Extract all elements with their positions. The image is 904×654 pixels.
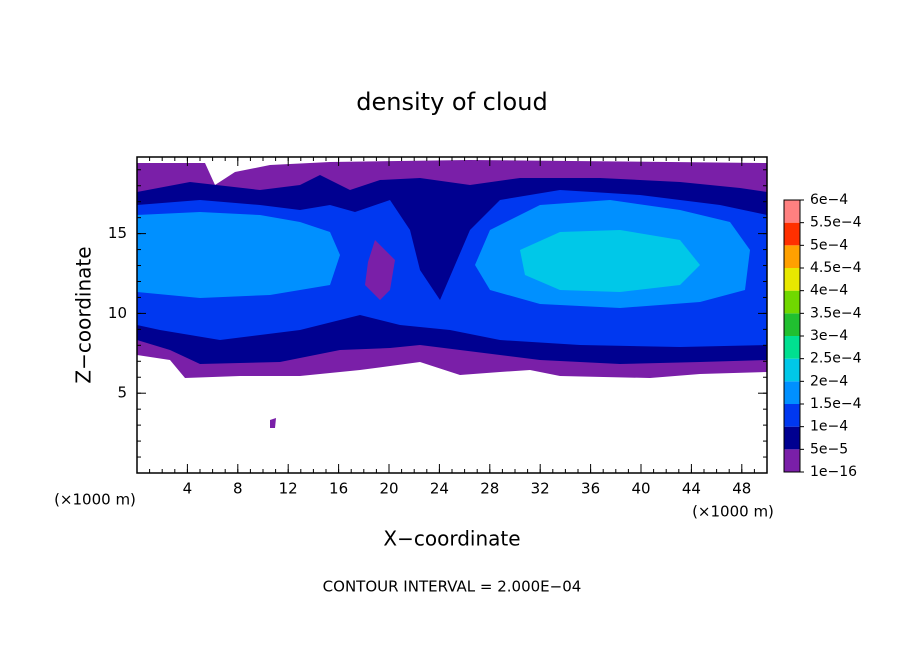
colorbar-label: 5e−4 [810, 237, 848, 253]
colorbar-band [784, 290, 800, 314]
contour-region [137, 212, 340, 298]
x-tick-label: 40 [631, 480, 650, 498]
colorbar-band [784, 200, 800, 223]
colorbar-label: 1e−4 [810, 419, 848, 435]
x-tick-label: 8 [233, 480, 243, 498]
y-tick-label: 15 [108, 224, 127, 242]
x-unit: (×1000 m) [692, 503, 774, 521]
colorbar-band [784, 426, 800, 450]
colorbar-label: 5.5e−4 [810, 215, 862, 231]
colorbar-label: 1e−16 [810, 464, 857, 480]
colorbar-band [784, 449, 800, 472]
colorbar-label: 4e−4 [810, 283, 848, 299]
y-tick-label: 10 [108, 304, 127, 322]
contour-field [137, 160, 767, 428]
chart-title: density of cloud [356, 88, 547, 116]
x-tick-label: 32 [531, 480, 550, 498]
colorbar-band [784, 313, 800, 336]
x-axis-label: X−coordinate [383, 527, 520, 551]
x-tick-label: 4 [183, 480, 193, 498]
x-tick-label: 44 [682, 480, 701, 498]
colorbar-label: 3.5e−4 [810, 305, 862, 321]
colorbar-label: 5e−5 [810, 441, 848, 457]
colorbar-frame [783, 199, 801, 473]
x-tick-label: 16 [329, 480, 348, 498]
colorbar-band [784, 404, 800, 427]
colorbar-label: 2e−4 [810, 373, 848, 389]
footer-note: CONTOUR INTERVAL = 2.000E−04 [323, 578, 582, 596]
x-tick-label: 36 [581, 480, 600, 498]
colorbar-band [784, 245, 800, 268]
contour-region [520, 230, 700, 292]
x-tick-label: 28 [480, 480, 499, 498]
colorbar-label: 1.5e−4 [810, 396, 862, 412]
colorbar-band [784, 268, 800, 291]
y-axis-label: Z−coordinate [72, 246, 96, 383]
x-tick-label: 12 [279, 480, 298, 498]
contour-region [365, 240, 395, 300]
colorbar-label: 3e−4 [810, 328, 848, 344]
y-tick-label: 5 [117, 384, 127, 402]
colorbar-band [784, 381, 800, 404]
colorbar-band [784, 222, 800, 246]
colorbar-band [784, 358, 800, 382]
x-tick-label: 20 [379, 480, 398, 498]
colorbar-label: 4.5e−4 [810, 260, 862, 276]
colorbar-label: 6e−4 [810, 192, 848, 208]
x-tick-label: 24 [430, 480, 449, 498]
y-unit: (×1000 m) [54, 491, 136, 509]
colorbar-band [784, 336, 800, 359]
x-tick-label: 48 [732, 480, 751, 498]
contour-region [270, 418, 276, 428]
colorbar-label: 2.5e−4 [810, 351, 862, 367]
